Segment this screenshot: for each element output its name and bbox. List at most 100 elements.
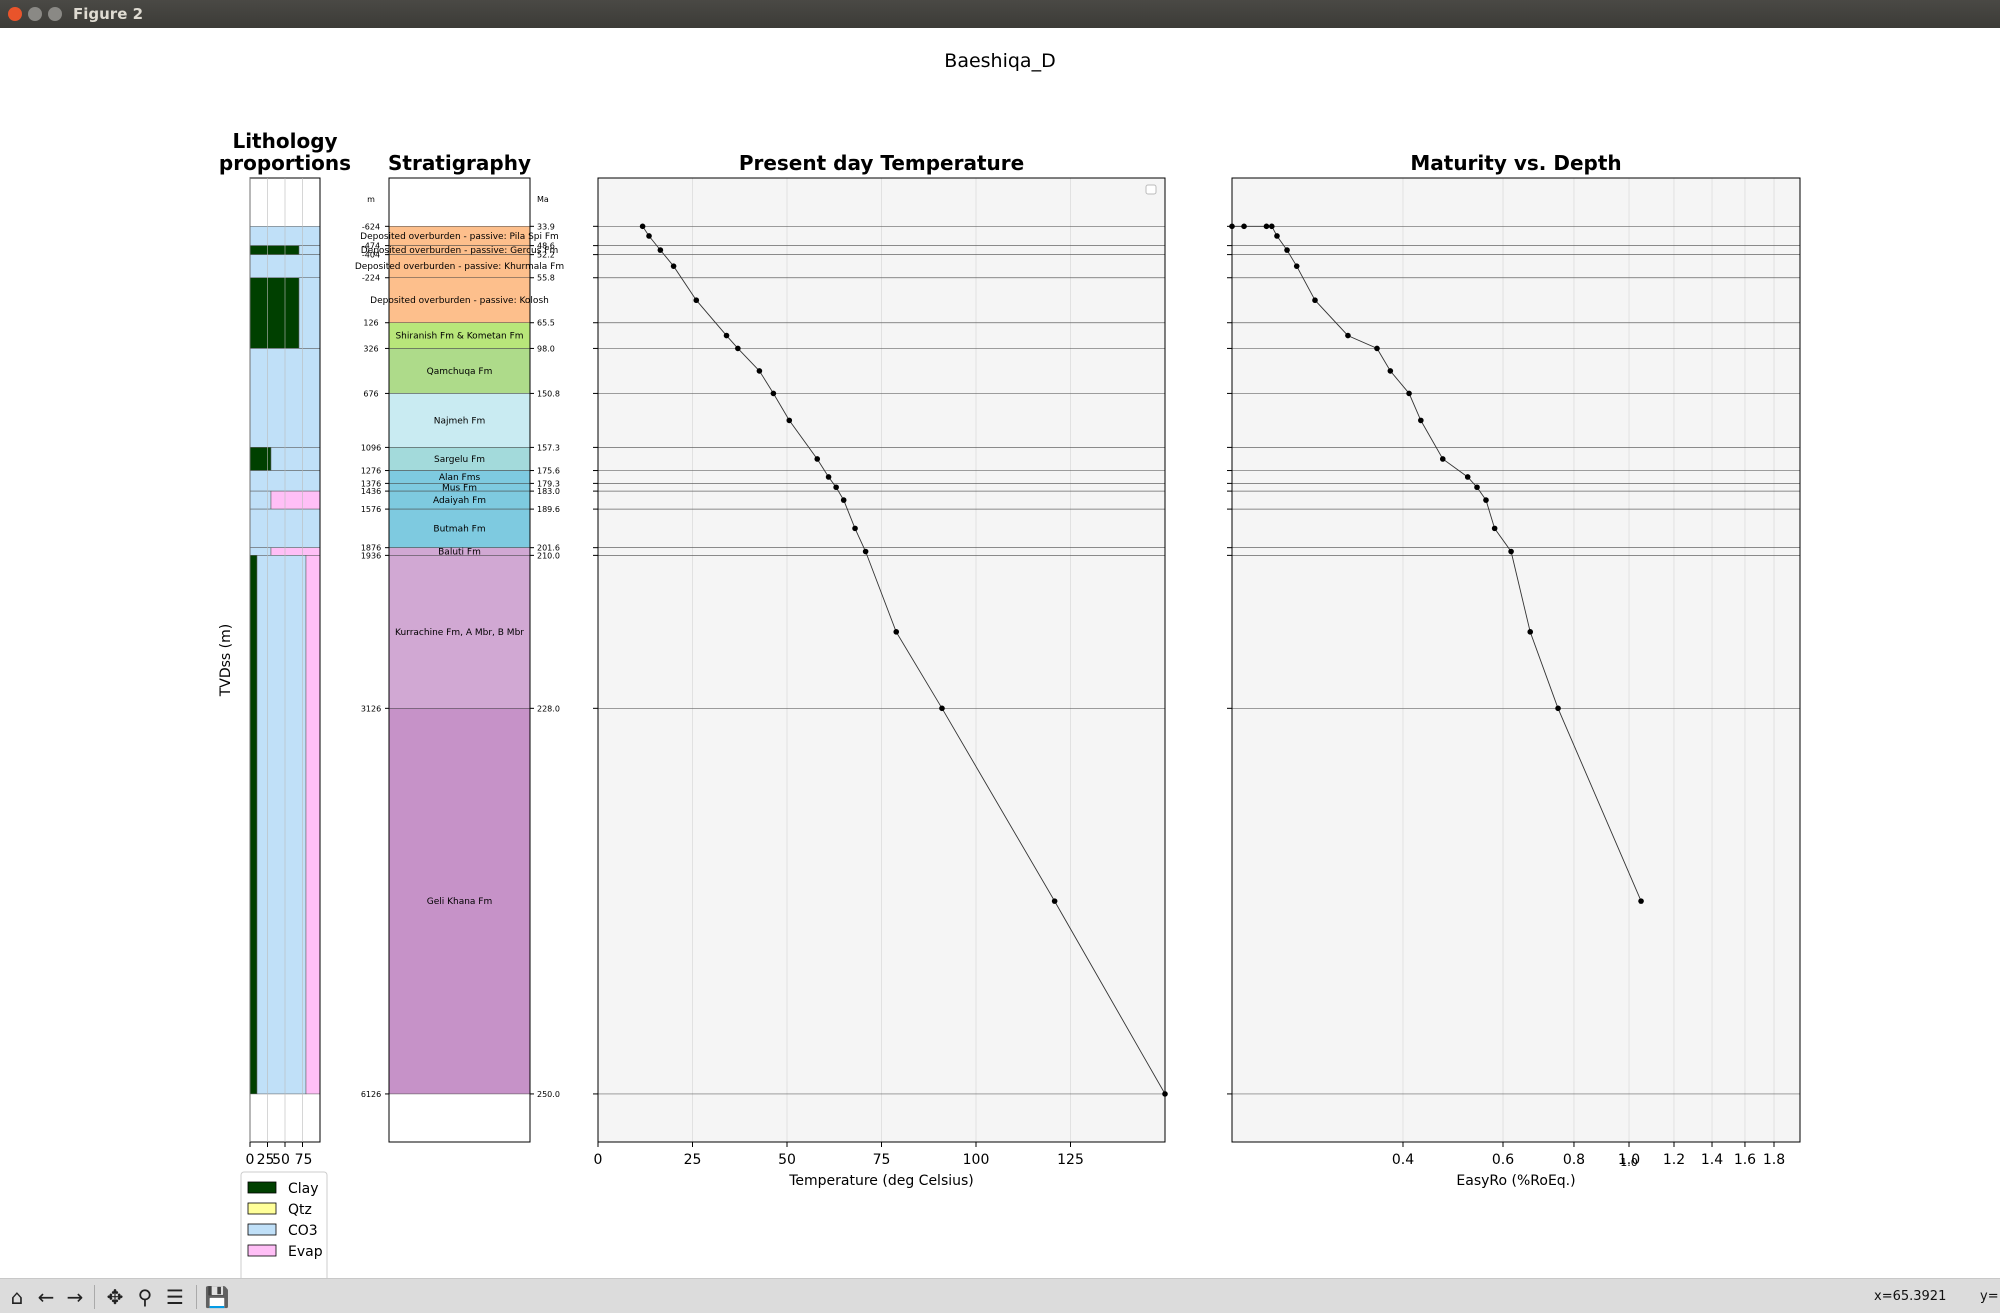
- lithology-bar-co3: [249, 547, 272, 556]
- legend-entry: Qtz: [288, 1202, 312, 1218]
- figure-suptitle: Baeshiqa_D: [944, 50, 1055, 72]
- maturity-data-point: [1345, 332, 1351, 339]
- temperature-data-point: [814, 456, 821, 462]
- coordinates-readout: x=65.3921: [1874, 1289, 1947, 1304]
- temperature-data-point: [756, 368, 763, 374]
- stratigraphy-age-label: 189.6: [537, 505, 560, 514]
- lithology-bar-evap: [270, 547, 321, 556]
- forward-arrow-icon[interactable]: →: [66, 1285, 84, 1309]
- configure-subplots-icon[interactable]: ☰: [166, 1285, 184, 1309]
- lithology-x-tick-label: 75: [295, 1152, 313, 1168]
- stratigraphy-depth-label: 1936: [361, 551, 381, 560]
- lithology-x-tick-label: 25: [257, 1152, 275, 1168]
- temperature-empty-legend: [1145, 184, 1157, 195]
- window-close-button[interactable]: [8, 7, 22, 21]
- save-icon[interactable]: 💾: [204, 1285, 230, 1309]
- stratigraphy-unit-label: Alan Fms: [439, 473, 481, 483]
- stratigraphy-unit: [388, 508, 531, 548]
- temperature-data-point: [786, 417, 793, 424]
- temperature-data-point: [646, 233, 652, 239]
- maturity-data-point: [1474, 484, 1480, 491]
- legend-swatch: [247, 1244, 277, 1257]
- maturity-x-tick-label: 1.2: [1663, 1152, 1685, 1168]
- temperature-x-tick-label: 125: [1057, 1152, 1084, 1168]
- stratigraphy-unit-label: Butmah Fm: [433, 524, 485, 534]
- stratigraphy-depth-label: -404: [362, 251, 380, 260]
- stratigraphy-age-label: 179.3: [537, 479, 560, 488]
- window-titlebar: Figure 2: [0, 0, 2000, 28]
- back-arrow-icon[interactable]: ←: [37, 1285, 55, 1309]
- stratigraphy-age-label: 228.0: [537, 704, 560, 713]
- stratigraphy-unit-label: Qamchuqa Fm: [427, 367, 493, 377]
- temperature-data-point: [833, 484, 839, 491]
- stratigraphy-unit-label: Baluti Fm: [438, 548, 481, 558]
- stratigraphy-unit-label: Shiranish Fm & Kometan Fm: [395, 332, 523, 342]
- stratigraphy-depth-label: -224: [362, 274, 380, 283]
- stratigraphy-age-label: 52.2: [537, 251, 555, 260]
- temperature-data-point: [939, 705, 945, 712]
- window-maximize-button[interactable]: [48, 7, 62, 21]
- stratigraphy-unit-label: Mus Fm: [442, 483, 477, 493]
- maturity-data-point: [1274, 233, 1280, 239]
- maturity-data-line: [1232, 225, 1642, 902]
- maturity-x-tick-label: 1.6: [1734, 1152, 1756, 1168]
- stratigraphy-age-label: 250.0: [537, 1090, 560, 1099]
- stratigraphy-depth-label: 1376: [361, 479, 381, 488]
- lithology-bar-co3: [298, 277, 321, 349]
- lithology-bar-evap: [305, 555, 321, 1095]
- stratigraphy-depth-label: 1096: [361, 443, 381, 452]
- temperature-data-point: [723, 332, 730, 339]
- lithology-bar-co3: [256, 555, 307, 1095]
- maturity-overlapping-tick-label: 1.0: [1620, 1156, 1638, 1169]
- lithology-ylabel: TVDss (m): [218, 624, 234, 698]
- stratigraphy-unit-label: Adaiyah Fm: [433, 496, 486, 506]
- maturity-data-point: [1464, 474, 1471, 480]
- maturity-xlabel: EasyRo (%RoEq.): [1456, 1173, 1575, 1189]
- temperature-data-point: [862, 548, 869, 555]
- legend-swatch: [247, 1181, 277, 1194]
- lithology-bar-evap: [270, 490, 321, 510]
- stratigraphy-depth-label: -474: [362, 242, 380, 251]
- temperature-data-point: [1051, 898, 1058, 904]
- window-minimize-button[interactable]: [28, 7, 42, 21]
- temperature-data-point: [840, 497, 847, 503]
- stratigraphy-age-label: 98.0: [537, 344, 555, 353]
- temperature-x-tick-label: 0: [594, 1152, 603, 1168]
- stratigraphy-unit-label: Deposited overburden - passive: Pila Spi…: [360, 232, 559, 242]
- temperature-data-point: [735, 345, 741, 352]
- pan-icon[interactable]: ✥: [106, 1285, 124, 1309]
- maturity-x-tick-label: 0.8: [1563, 1152, 1585, 1168]
- maturity-data-point: [1263, 223, 1270, 230]
- temperature-title: Present day Temperature: [739, 151, 1024, 175]
- stratigraphy-age-label: 150.8: [537, 389, 560, 398]
- temperature-data-line: [642, 226, 1166, 1095]
- temperature-xlabel: Temperature (deg Celsius): [788, 1173, 974, 1189]
- stratigraphy-depth-label: 1436: [361, 487, 381, 496]
- stratigraphy-depth-label: 126: [363, 319, 378, 328]
- temperature-data-point: [770, 390, 777, 397]
- zoom-icon[interactable]: ⚲: [137, 1285, 153, 1309]
- stratigraphy-unit: [388, 322, 531, 349]
- legend-swatch: [247, 1223, 277, 1236]
- maturity-data-point: [1241, 223, 1247, 230]
- maturity-data-point: [1312, 297, 1318, 304]
- home-icon[interactable]: ⌂: [10, 1285, 24, 1309]
- window-title: Figure 2: [73, 5, 144, 23]
- temperature-data-point: [670, 263, 677, 269]
- stratigraphy-unit-label: Sargelu Fm: [434, 455, 485, 465]
- maturity-data-point: [1418, 417, 1424, 424]
- maturity-axes-background: [1232, 178, 1800, 1142]
- stratigraphy-age-label: 210.0: [537, 551, 560, 560]
- temperature-x-tick-label: 75: [873, 1152, 891, 1168]
- stratigraphy-right-unit: Ma: [537, 195, 549, 204]
- stratigraphy-age-label: 65.5: [537, 319, 555, 328]
- stratigraphy-age-label: 183.0: [537, 487, 560, 496]
- stratigraphy-age-label: 33.9: [537, 222, 555, 231]
- stratigraphy-unit-label: Deposited overburden - passive: Kolosh: [370, 296, 549, 306]
- maturity-data-point: [1374, 345, 1380, 352]
- maturity-data-point: [1406, 390, 1412, 397]
- matplotlib-toolbar: ⌂ ← → ✥ ⚲ ☰ 💾 x=65.3921 y=: [0, 1278, 2000, 1313]
- stratigraphy-unit: [388, 555, 531, 709]
- toolbar-separator: [196, 1285, 197, 1309]
- lithology-bar-clay: [249, 277, 300, 349]
